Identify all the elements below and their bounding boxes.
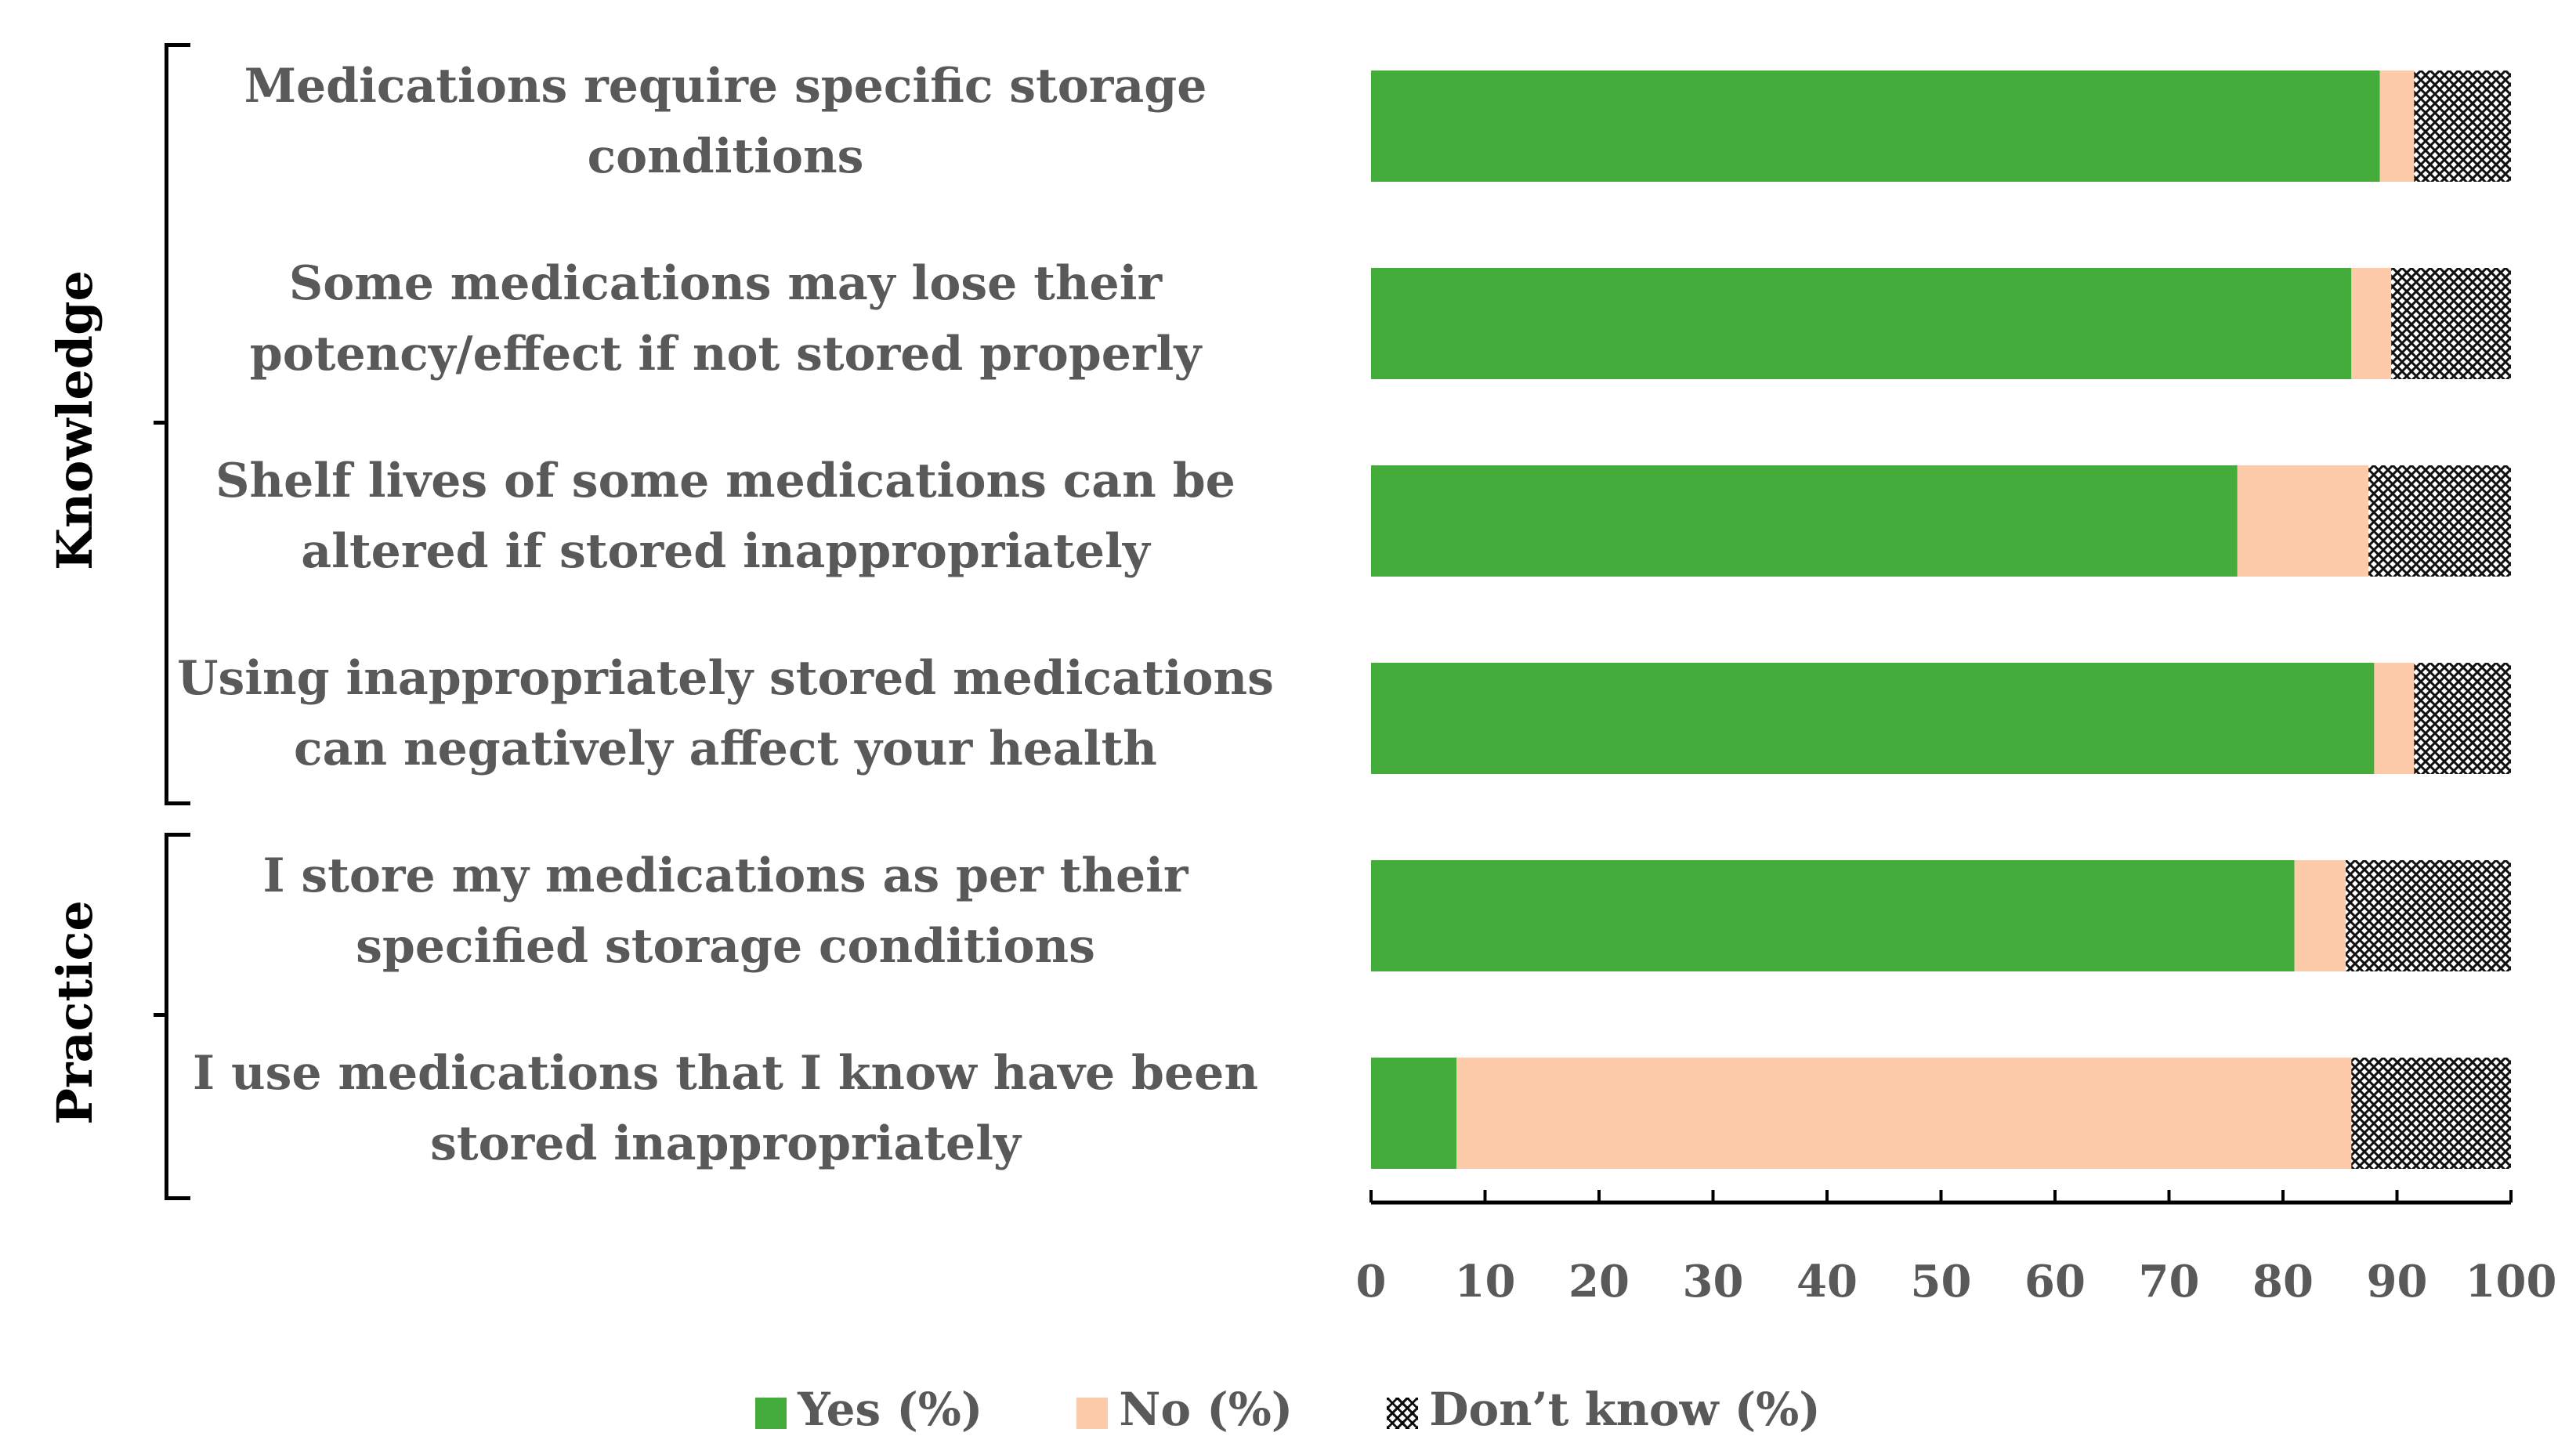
row-label-1: Medications require specific storage cond… [138, 51, 1313, 192]
bar-yes-row-6 [1371, 1058, 1457, 1169]
bar-yes-row-2 [1371, 268, 2352, 379]
x-tick-label: 70 [2139, 1256, 2200, 1308]
legend-label: No (%) [1119, 1383, 1293, 1436]
row-label-line: I store my medications as per their [262, 848, 1189, 903]
bar-yes-row-4 [1371, 663, 2375, 774]
row-label-4: Using inappropriately stored medications… [138, 643, 1313, 784]
bar-dont-know-row-2 [2391, 268, 2511, 379]
legend-item-no: No (%) [1076, 1383, 1293, 1436]
legend-label: Don’t know (%) [1429, 1383, 1821, 1436]
stacked-bar-chart: 0 10 20 30 40 50 60 70 80 90 100 [1356, 71, 2557, 1308]
legend: Yes (%) No (%) Don’t know (%) [0, 1379, 2576, 1436]
legend-label: Yes (%) [798, 1383, 983, 1436]
row-label-2: Some medications may lose their potency/e… [138, 248, 1313, 389]
x-tick-label: 20 [1568, 1256, 1630, 1308]
bar-dont-know-row-3 [2368, 465, 2511, 577]
group-bracket-tick [154, 420, 166, 425]
row-label-line: Some medications may lose their [288, 256, 1163, 311]
x-tick-label: 0 [1356, 1256, 1387, 1308]
bar-yes-row-5 [1371, 860, 2295, 971]
row-label-line: can negatively affect your health [294, 722, 1157, 776]
x-tick-label: 10 [1455, 1256, 1516, 1308]
x-tick-label: 50 [1911, 1256, 1972, 1308]
row-label-line: specified storage conditions [356, 919, 1095, 974]
row-label-5: I store my medications as per their speci… [138, 841, 1313, 982]
legend-swatch [1387, 1398, 1419, 1429]
bar-dont-know-row-1 [2414, 71, 2511, 182]
bar-dont-know-row-6 [2351, 1058, 2511, 1169]
x-tick-label: 40 [1796, 1256, 1858, 1308]
bar-yes-row-1 [1371, 71, 2380, 182]
row-label-line: Shelf lives of some medications can be [215, 454, 1236, 508]
x-tick-label: 100 [2466, 1256, 2557, 1308]
bar-no-row-4 [2374, 663, 2415, 774]
x-tick-label: 30 [1683, 1256, 1744, 1308]
x-tick-label: 60 [2024, 1256, 2086, 1308]
row-label-line: conditions [587, 129, 864, 184]
bar-no-row-3 [2237, 465, 2369, 577]
row-label-line: Medications require specific storage [244, 59, 1207, 114]
row-label-6: I use medications that I know have been s… [138, 1038, 1313, 1179]
row-label-line: I use medications that I know have been [193, 1046, 1258, 1101]
row-label-line: stored inappropriately [430, 1116, 1021, 1171]
x-tick-label: 90 [2367, 1256, 2428, 1308]
group-bracket-tick [154, 1012, 166, 1017]
bar-no-row-5 [2294, 860, 2346, 971]
legend-swatch [755, 1398, 787, 1429]
bar-no-row-6 [1456, 1058, 2352, 1169]
bar-no-row-1 [2379, 71, 2415, 182]
row-label-line: Using inappropriately stored medications [177, 651, 1274, 706]
legend-item-yes: Yes (%) [755, 1383, 982, 1436]
bar-dont-know-row-4 [2414, 663, 2511, 774]
group-bracket-knowledge [165, 43, 190, 805]
bar-yes-row-3 [1371, 465, 2238, 577]
x-tick-label: 80 [2252, 1256, 2314, 1308]
group-bracket-practice [165, 833, 190, 1200]
row-label-line: altered if stored inappropriately [301, 524, 1150, 579]
row-label-line: potency/effect if not stored properly [249, 327, 1202, 382]
legend-swatch [1076, 1398, 1109, 1429]
row-label-3: Shelf lives of some medications can be al… [138, 446, 1313, 587]
bar-dont-know-row-5 [2346, 860, 2511, 971]
bar-no-row-2 [2351, 268, 2392, 379]
legend-item-dont-know: Don’t know (%) [1387, 1383, 1821, 1436]
